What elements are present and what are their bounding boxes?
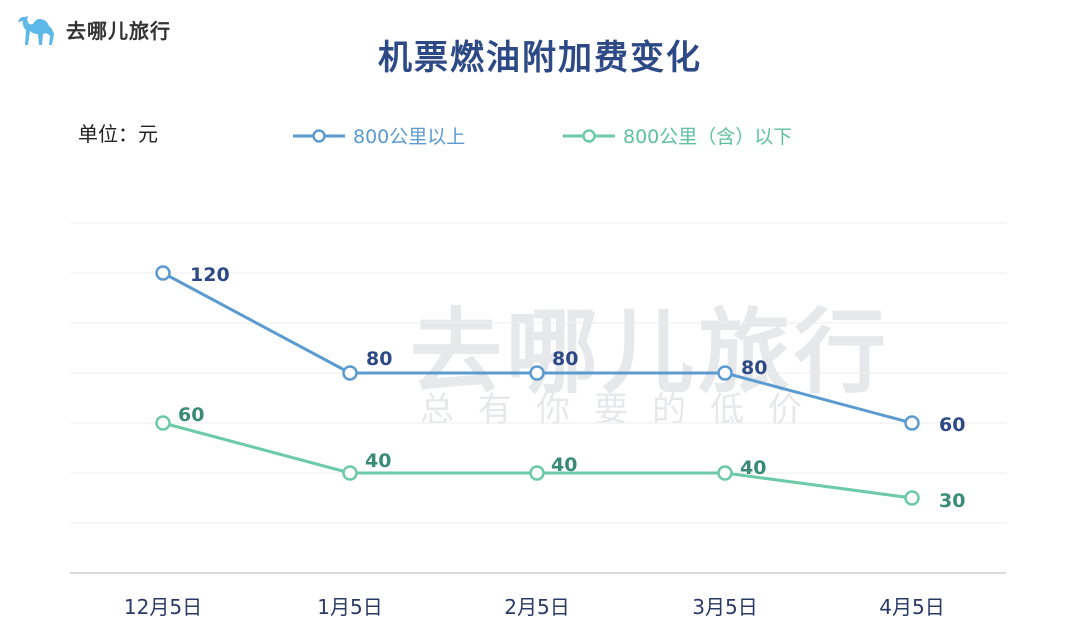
data-point bbox=[717, 365, 733, 381]
legend-label: 800公里（含）以下 bbox=[623, 126, 793, 148]
x-tick-label: 12月5日 bbox=[124, 595, 202, 617]
data-point bbox=[717, 465, 733, 481]
data-point bbox=[904, 490, 920, 506]
brand-name: 去哪儿旅行 bbox=[66, 18, 171, 43]
unit-label: 单位：元 bbox=[78, 122, 158, 146]
data-label: 40 bbox=[365, 450, 391, 472]
data-point bbox=[155, 265, 171, 281]
data-point bbox=[529, 465, 545, 481]
legend-line-marker-icon bbox=[563, 128, 615, 143]
data-label: 120 bbox=[190, 264, 230, 286]
watermark-text: 去哪儿旅行 bbox=[410, 299, 891, 406]
data-label: 60 bbox=[178, 404, 204, 426]
data-point bbox=[342, 365, 358, 381]
series-line bbox=[162, 421, 913, 500]
x-tick-label: 3月5日 bbox=[692, 595, 757, 617]
data-label: 40 bbox=[740, 457, 766, 479]
brand-logo: 去哪儿旅行 bbox=[16, 12, 171, 46]
x-tick-label: 1月5日 bbox=[317, 595, 382, 617]
legend-series-1: 800公里以上 bbox=[293, 122, 465, 149]
data-label: 80 bbox=[552, 348, 578, 370]
data-point bbox=[529, 365, 545, 381]
data-point bbox=[155, 415, 171, 431]
data-label: 40 bbox=[551, 454, 577, 476]
data-label: 80 bbox=[366, 348, 392, 370]
chart-title: 机票燃油附加费变化 bbox=[378, 38, 702, 78]
legend-line-marker-icon bbox=[293, 128, 345, 143]
data-point bbox=[342, 465, 358, 481]
x-tick-label: 2月5日 bbox=[504, 595, 569, 617]
data-label: 80 bbox=[741, 357, 767, 379]
series-line bbox=[162, 271, 913, 425]
data-label: 30 bbox=[939, 490, 965, 512]
data-label: 60 bbox=[939, 414, 965, 436]
legend-series-2: 800公里（含）以下 bbox=[563, 122, 792, 149]
x-tick-label: 4月5日 bbox=[879, 595, 944, 617]
legend-label: 800公里以上 bbox=[353, 126, 466, 148]
camel-icon bbox=[18, 16, 54, 45]
data-point bbox=[904, 415, 920, 431]
